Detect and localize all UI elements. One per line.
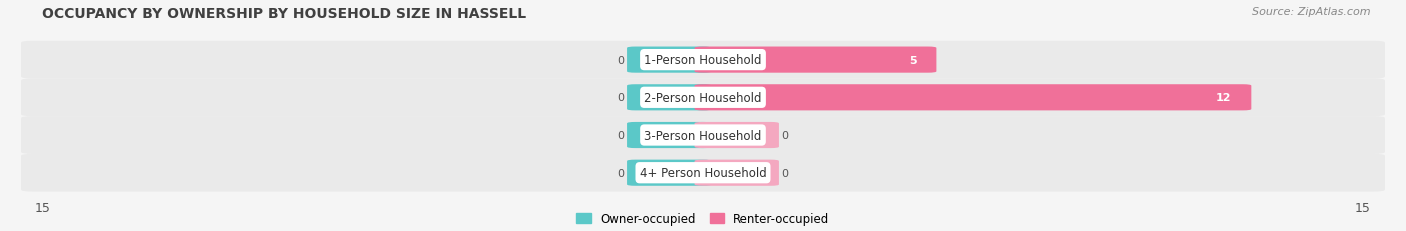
FancyBboxPatch shape bbox=[695, 160, 779, 186]
FancyBboxPatch shape bbox=[627, 85, 711, 111]
FancyBboxPatch shape bbox=[695, 47, 936, 73]
Text: 15: 15 bbox=[1355, 201, 1371, 214]
Text: 0: 0 bbox=[617, 168, 624, 178]
Text: 5: 5 bbox=[910, 55, 917, 65]
FancyBboxPatch shape bbox=[21, 154, 1385, 192]
Text: 15: 15 bbox=[35, 201, 51, 214]
Text: 0: 0 bbox=[617, 55, 624, 65]
FancyBboxPatch shape bbox=[627, 47, 711, 73]
FancyBboxPatch shape bbox=[627, 160, 711, 186]
Text: 0: 0 bbox=[617, 93, 624, 103]
Text: 0: 0 bbox=[782, 131, 789, 140]
Text: 2-Person Household: 2-Person Household bbox=[644, 91, 762, 104]
Text: 12: 12 bbox=[1216, 93, 1232, 103]
Text: 4+ Person Household: 4+ Person Household bbox=[640, 167, 766, 179]
Text: Source: ZipAtlas.com: Source: ZipAtlas.com bbox=[1253, 7, 1371, 17]
Legend: Owner-occupied, Renter-occupied: Owner-occupied, Renter-occupied bbox=[576, 212, 830, 225]
FancyBboxPatch shape bbox=[695, 122, 779, 149]
FancyBboxPatch shape bbox=[21, 117, 1385, 154]
Text: 0: 0 bbox=[617, 131, 624, 140]
FancyBboxPatch shape bbox=[21, 79, 1385, 117]
Text: 0: 0 bbox=[782, 168, 789, 178]
FancyBboxPatch shape bbox=[627, 122, 711, 149]
Text: OCCUPANCY BY OWNERSHIP BY HOUSEHOLD SIZE IN HASSELL: OCCUPANCY BY OWNERSHIP BY HOUSEHOLD SIZE… bbox=[42, 7, 526, 21]
FancyBboxPatch shape bbox=[21, 42, 1385, 79]
Text: 1-Person Household: 1-Person Household bbox=[644, 54, 762, 67]
Text: 3-Person Household: 3-Person Household bbox=[644, 129, 762, 142]
FancyBboxPatch shape bbox=[695, 85, 1251, 111]
